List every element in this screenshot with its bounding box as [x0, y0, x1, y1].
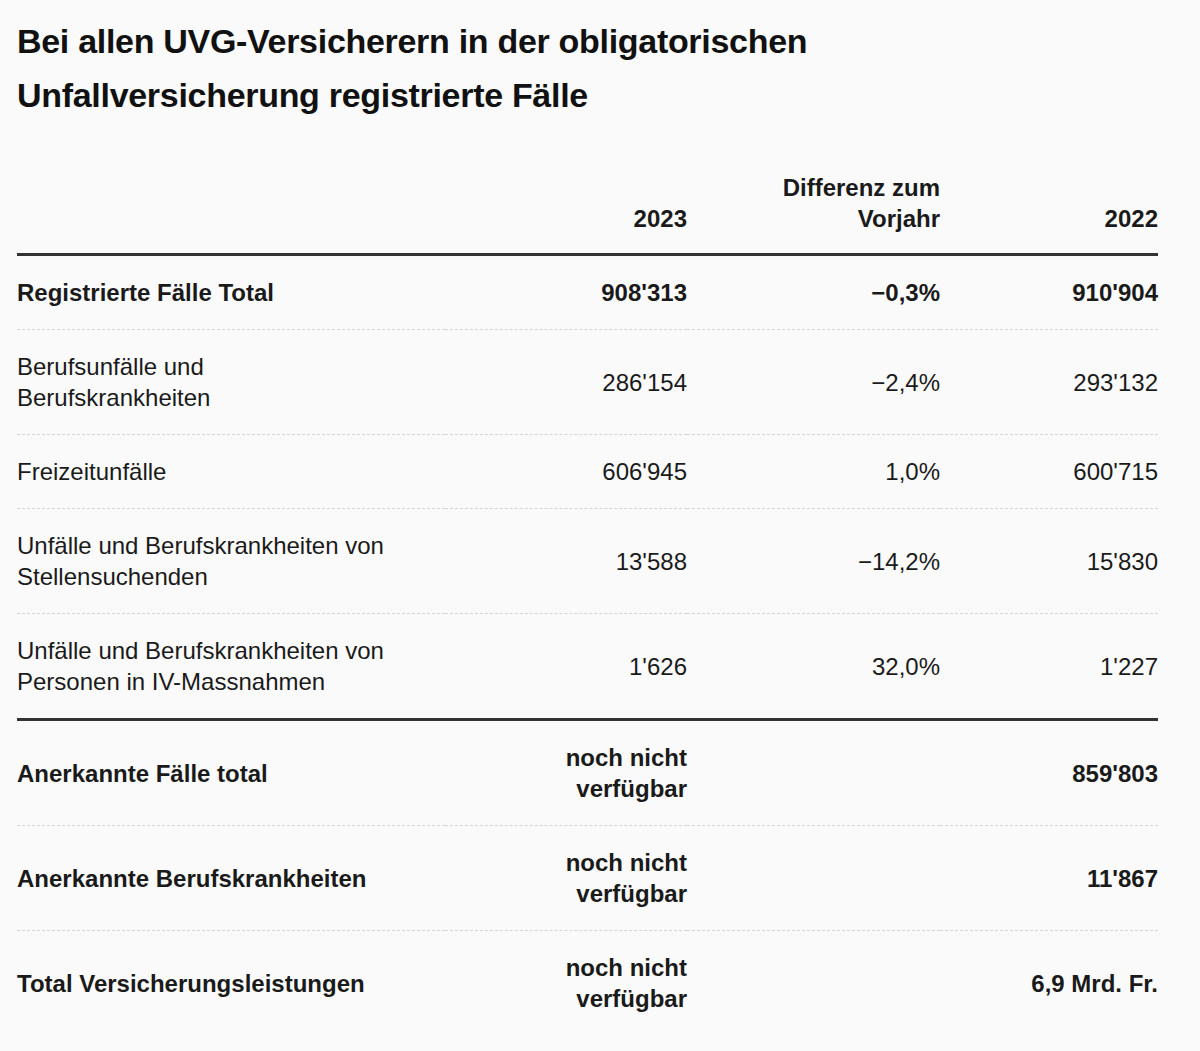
row-label: Unfälle und Berufskrankheiten von Stelle…: [17, 509, 445, 614]
col-header-2023: 2023: [445, 172, 687, 255]
value-2022: 1'227: [940, 614, 1158, 720]
value-diff: [687, 931, 940, 1036]
table-row-freizeitunfaelle: Freizeitunfälle 606'945 1,0% 600'715: [17, 435, 1158, 509]
table-row-anerkannte-berufskrankheiten: Anerkannte Berufskrankheiten noch nicht …: [17, 826, 1158, 931]
value-2023: noch nicht verfügbar: [445, 720, 687, 826]
table-row-berufsunfaelle: Berufsunfälle und Berufskrankheiten 286'…: [17, 330, 1158, 435]
col-header-diff: Differenz zum Vorjahr: [687, 172, 940, 255]
page-title: Bei allen UVG-Versicherern in der obliga…: [17, 14, 1158, 122]
row-label: Freizeitunfälle: [17, 435, 445, 509]
table-row-stellensuchende: Unfälle und Berufskrankheiten von Stelle…: [17, 509, 1158, 614]
row-label: Berufsunfälle und Berufskrankheiten: [17, 330, 445, 435]
page-container: Bei allen UVG-Versicherern in der obliga…: [0, 0, 1200, 1035]
row-label: Total Versicherungsleistungen: [17, 931, 445, 1036]
value-2023: 1'626: [445, 614, 687, 720]
value-diff: −2,4%: [687, 330, 940, 435]
uvg-cases-table: 2023 Differenz zum Vorjahr 2022 Registri…: [17, 172, 1158, 1035]
table-row-anerkannte-faelle-total: Anerkannte Fälle total noch nicht verfüg…: [17, 720, 1158, 826]
value-diff: −14,2%: [687, 509, 940, 614]
value-2023: noch nicht verfügbar: [445, 826, 687, 931]
value-diff: [687, 826, 940, 931]
row-label: Anerkannte Fälle total: [17, 720, 445, 826]
col-header-2022: 2022: [940, 172, 1158, 255]
value-2023: 286'154: [445, 330, 687, 435]
value-2022: 293'132: [940, 330, 1158, 435]
value-2022: 11'867: [940, 826, 1158, 931]
table-row-registrierte-faelle-total: Registrierte Fälle Total 908'313 −0,3% 9…: [17, 255, 1158, 330]
value-2022: 910'904: [940, 255, 1158, 330]
row-label: Anerkannte Berufskrankheiten: [17, 826, 445, 931]
row-label: Unfälle und Berufskrankheiten von Person…: [17, 614, 445, 720]
header-row: 2023 Differenz zum Vorjahr 2022: [17, 172, 1158, 255]
value-diff: 1,0%: [687, 435, 940, 509]
value-2023: 908'313: [445, 255, 687, 330]
row-label: Registrierte Fälle Total: [17, 255, 445, 330]
value-2023: noch nicht verfügbar: [445, 931, 687, 1036]
table-row-iv-massnahmen: Unfälle und Berufskrankheiten von Person…: [17, 614, 1158, 720]
col-header-empty: [17, 172, 445, 255]
value-2022: 600'715: [940, 435, 1158, 509]
value-2023: 606'945: [445, 435, 687, 509]
value-2022: 6,9 Mrd. Fr.: [940, 931, 1158, 1036]
value-diff: −0,3%: [687, 255, 940, 330]
value-diff: [687, 720, 940, 826]
value-2023: 13'588: [445, 509, 687, 614]
value-2022: 15'830: [940, 509, 1158, 614]
value-2022: 859'803: [940, 720, 1158, 826]
value-diff: 32,0%: [687, 614, 940, 720]
table-row-total-versicherungsleistungen: Total Versicherungsleistungen noch nicht…: [17, 931, 1158, 1036]
